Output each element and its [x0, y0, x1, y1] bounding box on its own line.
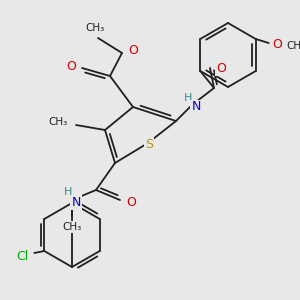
- Text: CH₃: CH₃: [48, 117, 68, 127]
- Text: O: O: [216, 61, 226, 74]
- Text: N: N: [71, 196, 81, 208]
- Text: H: H: [184, 93, 192, 103]
- Text: O: O: [126, 196, 136, 208]
- Text: CH₃: CH₃: [286, 41, 300, 51]
- Text: CH₃: CH₃: [62, 222, 82, 232]
- Text: O: O: [272, 38, 282, 50]
- Text: N: N: [191, 100, 201, 113]
- Text: CH₃: CH₃: [85, 23, 105, 33]
- Text: O: O: [66, 61, 76, 74]
- Text: H: H: [64, 187, 72, 197]
- Text: O: O: [128, 44, 138, 58]
- Text: Cl: Cl: [16, 250, 28, 263]
- Text: S: S: [145, 137, 153, 151]
